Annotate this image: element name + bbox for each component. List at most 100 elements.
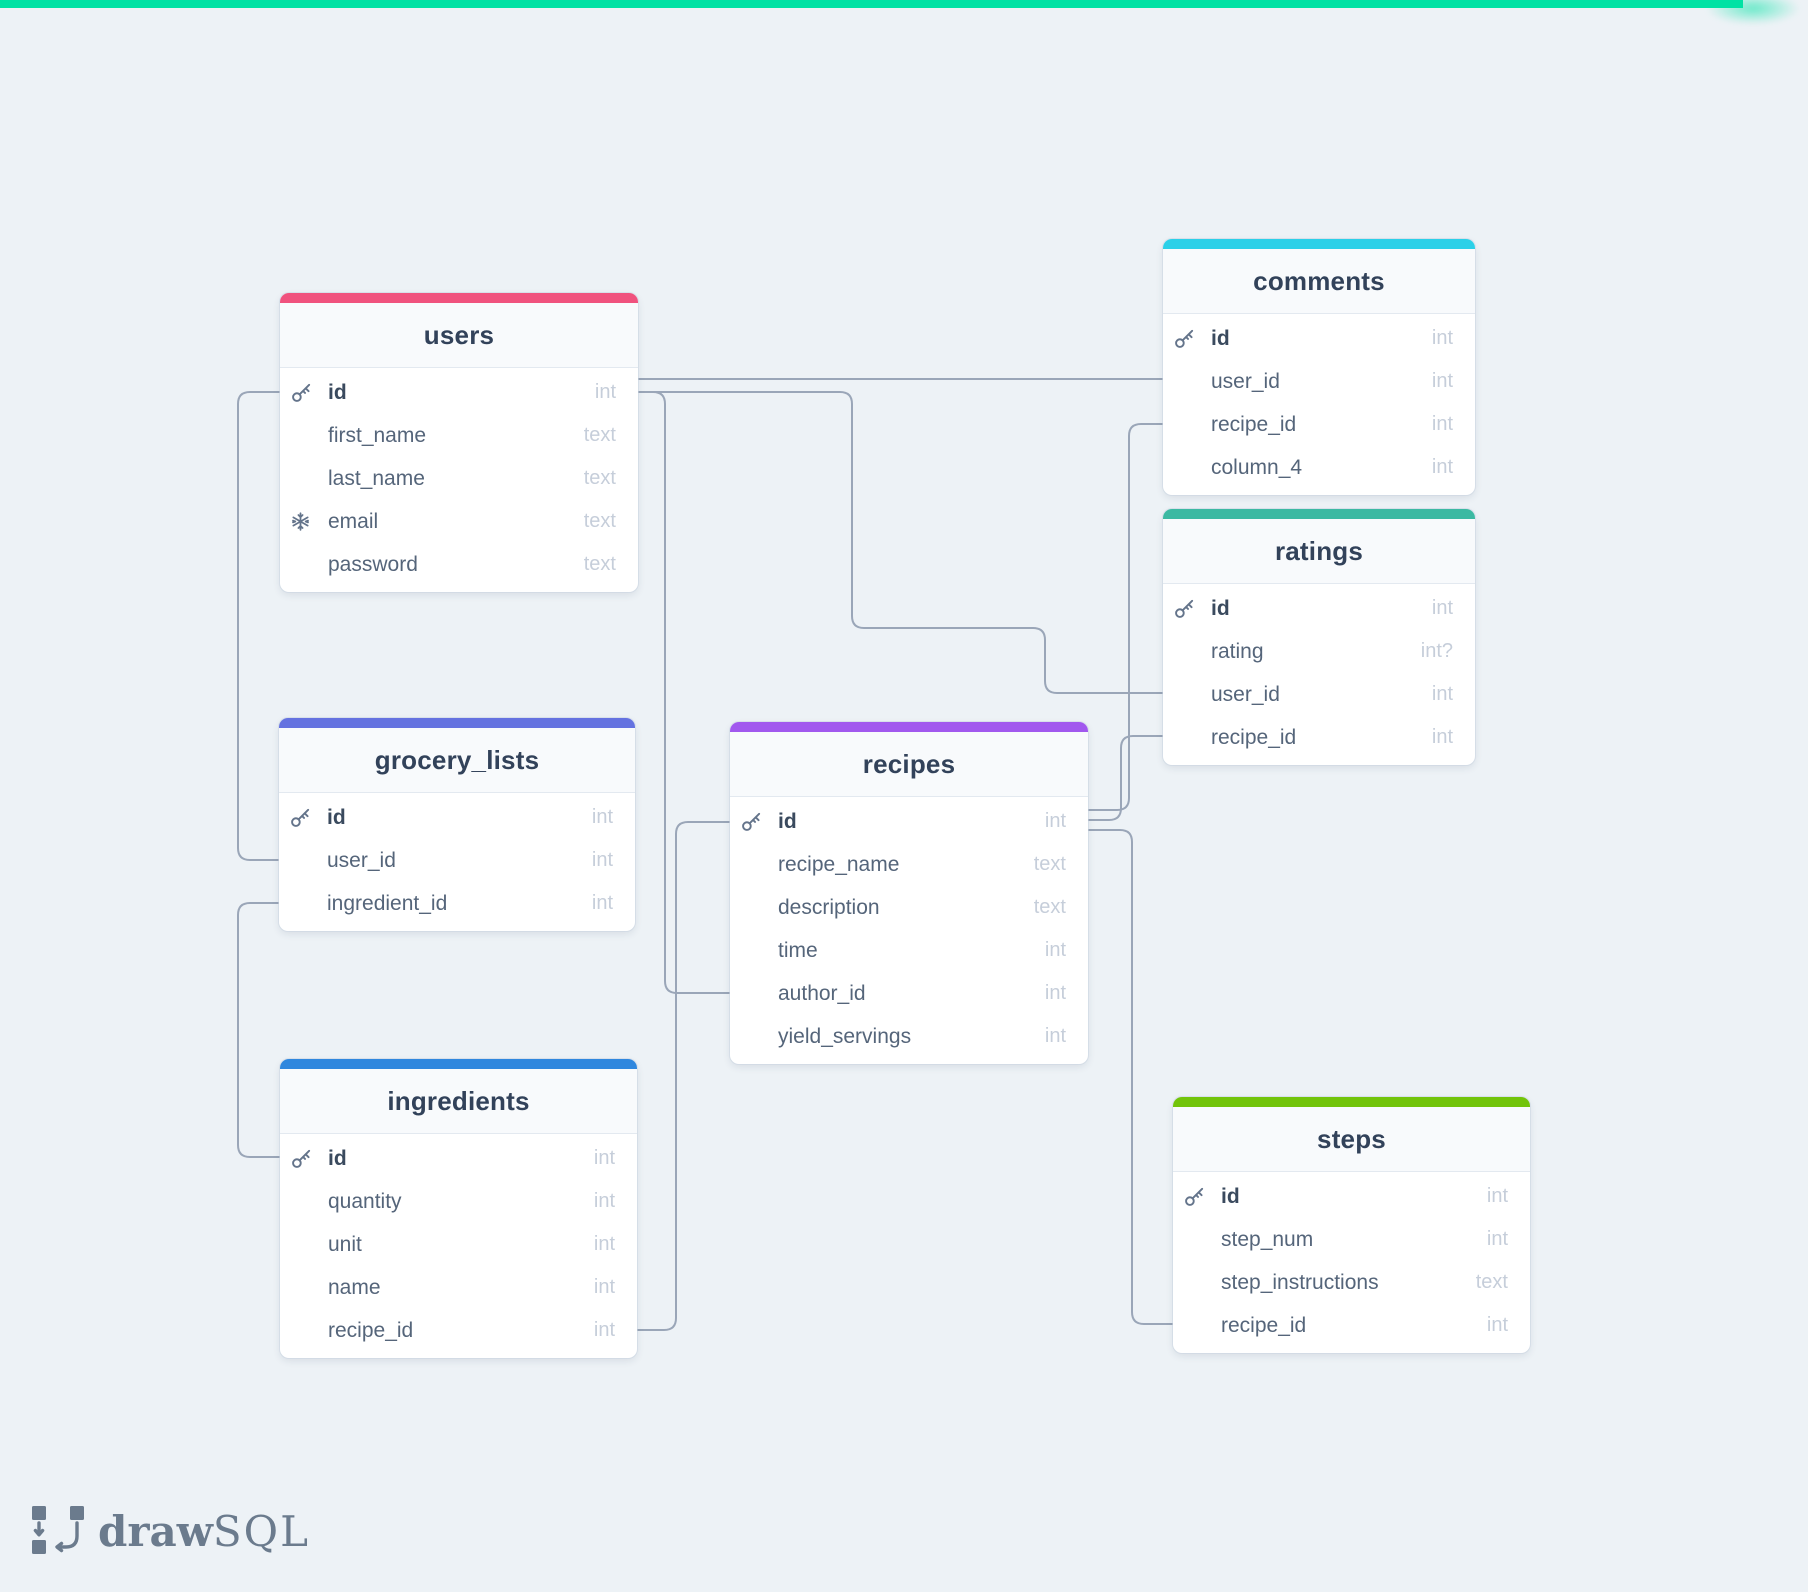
table-users[interactable]: users id int first_name text last_name t… xyxy=(280,293,638,592)
table-ingredients[interactable]: ingredients id int quantity int unit int… xyxy=(280,1059,637,1358)
field-type: text xyxy=(1033,896,1066,918)
field-row-steps-id[interactable]: id int xyxy=(1173,1175,1530,1218)
unique-snowflake-icon xyxy=(292,512,309,531)
logo-word-sql: SQL xyxy=(212,1506,310,1556)
field-row-users-last_name[interactable]: last_name text xyxy=(280,457,638,500)
table-header[interactable]: recipes xyxy=(730,732,1088,797)
field-row-ingredients-name[interactable]: name int xyxy=(280,1266,637,1309)
field-row-ratings-id[interactable]: id int xyxy=(1163,587,1475,630)
field-row-ratings-user_id[interactable]: user_id int xyxy=(1163,673,1475,716)
field-type: int xyxy=(593,1147,615,1169)
field-name: first_name xyxy=(328,423,427,447)
table-fields: id int user_id int recipe_id int column_… xyxy=(1163,314,1475,495)
field-row-steps-step_instructions[interactable]: step_instructions text xyxy=(1173,1261,1530,1304)
table-header[interactable]: ratings xyxy=(1163,519,1475,584)
field-type: int xyxy=(1044,939,1066,961)
field-name: name xyxy=(328,1275,381,1299)
field-row-ingredients-id[interactable]: id int xyxy=(280,1137,637,1180)
field-type: int xyxy=(1431,597,1453,619)
field-type: int xyxy=(1431,413,1453,435)
table-fields: id int recipe_name text description text… xyxy=(730,797,1088,1064)
relation-grocery_lists-ingredient_id--ingredients-id[interactable] xyxy=(237,902,280,1158)
field-type: int xyxy=(1044,1025,1066,1047)
field-row-users-email[interactable]: email text xyxy=(280,500,638,543)
table-color-strip xyxy=(1163,509,1475,519)
field-name: last_name xyxy=(328,466,425,490)
table-ratings[interactable]: ratings id int rating int? user_id int r… xyxy=(1163,509,1475,765)
field-type: int xyxy=(1431,456,1453,478)
table-fields: id int first_name text last_name text em… xyxy=(280,368,638,592)
field-row-steps-step_num[interactable]: step_num int xyxy=(1173,1218,1530,1261)
table-header[interactable]: grocery_lists xyxy=(279,728,635,793)
field-row-comments-column_4[interactable]: column_4 int xyxy=(1163,446,1475,489)
field-row-ingredients-quantity[interactable]: quantity int xyxy=(280,1180,637,1223)
field-row-recipes-author_id[interactable]: author_id int xyxy=(730,972,1088,1015)
field-name: recipe_id xyxy=(1211,725,1297,749)
field-row-ratings-rating[interactable]: rating int? xyxy=(1163,630,1475,673)
field-row-users-password[interactable]: password text xyxy=(280,543,638,586)
field-type: int xyxy=(594,381,616,403)
field-row-users-id[interactable]: id int xyxy=(280,371,638,414)
field-name: unit xyxy=(328,1232,362,1256)
field-name: author_id xyxy=(778,981,866,1005)
field-name: step_num xyxy=(1221,1227,1314,1251)
field-name: id xyxy=(327,805,346,829)
field-row-recipes-description[interactable]: description text xyxy=(730,886,1088,929)
field-type: int xyxy=(1044,982,1066,1004)
table-title: recipes xyxy=(862,748,956,779)
table-comments[interactable]: comments id int user_id int recipe_id in… xyxy=(1163,239,1475,495)
drawsql-logo-icon xyxy=(30,1500,86,1563)
field-row-grocery_lists-user_id[interactable]: user_id int xyxy=(279,839,635,882)
relation-recipes-id--ingredients-recipe_id[interactable] xyxy=(637,821,730,1331)
field-row-comments-user_id[interactable]: user_id int xyxy=(1163,360,1475,403)
table-title: users xyxy=(423,319,495,350)
table-title: ingredients xyxy=(387,1085,530,1116)
field-row-steps-recipe_id[interactable]: recipe_id int xyxy=(1173,1304,1530,1347)
field-row-comments-recipe_id[interactable]: recipe_id int xyxy=(1163,403,1475,446)
table-fields: id int step_num int step_instructions te… xyxy=(1173,1172,1530,1353)
field-type: int xyxy=(1486,1185,1508,1207)
field-row-recipes-yield_servings[interactable]: yield_servings int xyxy=(730,1015,1088,1058)
field-type: int xyxy=(1431,683,1453,705)
field-type: text xyxy=(583,553,616,575)
table-steps[interactable]: steps id int step_num int step_instructi… xyxy=(1173,1097,1530,1353)
field-name: ingredient_id xyxy=(327,891,448,915)
field-row-users-first_name[interactable]: first_name text xyxy=(280,414,638,457)
table-header[interactable]: comments xyxy=(1163,249,1475,314)
relation-recipes-id--comments-recipe_id[interactable] xyxy=(1088,423,1163,811)
field-type: int xyxy=(1044,810,1066,832)
field-name: user_id xyxy=(327,848,396,872)
field-row-ingredients-recipe_id[interactable]: recipe_id int xyxy=(280,1309,637,1352)
field-row-comments-id[interactable]: id int xyxy=(1163,317,1475,360)
field-type: int xyxy=(593,1190,615,1212)
relation-recipes-id--ratings-recipe_id[interactable] xyxy=(1088,735,1163,821)
field-type: int xyxy=(591,892,613,914)
table-title: ratings xyxy=(1274,535,1364,566)
relation-recipes-id--steps-recipe_id[interactable] xyxy=(1088,829,1173,1325)
field-row-grocery_lists-id[interactable]: id int xyxy=(279,796,635,839)
table-title: comments xyxy=(1253,265,1385,296)
table-header[interactable]: ingredients xyxy=(280,1069,637,1134)
field-name: recipe_id xyxy=(1221,1313,1307,1337)
table-recipes[interactable]: recipes id int recipe_name text descript… xyxy=(730,722,1088,1064)
field-name: email xyxy=(328,509,379,533)
table-color-strip xyxy=(1173,1097,1530,1107)
field-row-recipes-id[interactable]: id int xyxy=(730,800,1088,843)
field-type: int? xyxy=(1420,640,1453,662)
table-header[interactable]: users xyxy=(280,303,638,368)
field-row-recipes-time[interactable]: time int xyxy=(730,929,1088,972)
field-type: int xyxy=(1431,370,1453,392)
relation-users-id--grocery_lists-user_id[interactable] xyxy=(237,391,280,861)
field-row-grocery_lists-ingredient_id[interactable]: ingredient_id int xyxy=(279,882,635,925)
table-header[interactable]: steps xyxy=(1173,1107,1530,1172)
field-row-ratings-recipe_id[interactable]: recipe_id int xyxy=(1163,716,1475,759)
field-row-ingredients-unit[interactable]: unit int xyxy=(280,1223,637,1266)
field-row-recipes-recipe_name[interactable]: recipe_name text xyxy=(730,843,1088,886)
relation-users-id--recipes-author_id[interactable] xyxy=(638,391,730,994)
field-name: user_id xyxy=(1211,682,1280,706)
field-name: time xyxy=(778,938,818,962)
relation-users-id--ratings-user_id[interactable] xyxy=(638,391,1163,694)
field-name: rating xyxy=(1211,639,1264,663)
table-grocery_lists[interactable]: grocery_lists id int user_id int ingredi… xyxy=(279,718,635,931)
